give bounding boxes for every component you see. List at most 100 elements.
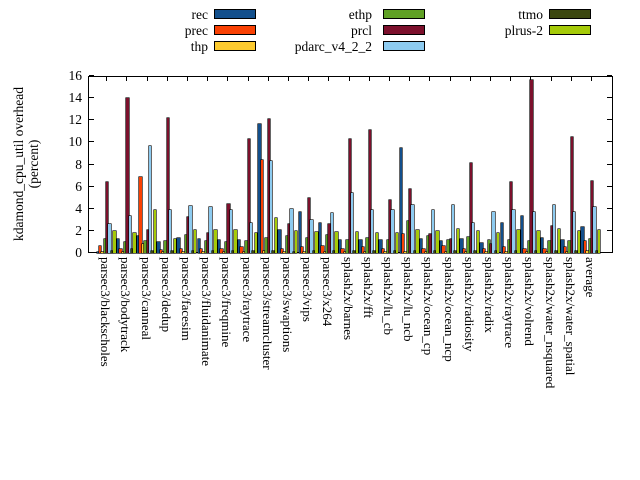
bar-pdarc_v4_2_2 (249, 223, 253, 253)
bar-pdarc_v4_2_2 (229, 210, 233, 253)
x-tick-label: parsec3/blackscholes (98, 257, 114, 367)
bar-prec (240, 247, 243, 253)
bar-rec (197, 239, 200, 253)
bar-thp (404, 252, 407, 253)
bar-pdarc_v4_2_2 (472, 223, 475, 253)
y-axis-tick (607, 185, 612, 187)
bar-ethp (325, 235, 329, 253)
x-axis-tick (530, 77, 532, 81)
legend-swatch-prec (214, 25, 256, 35)
bar-group-parsec3-vips (298, 76, 318, 253)
bar-plrus-2 (274, 218, 278, 253)
bar-prcl (287, 224, 291, 253)
bar-rec (439, 241, 443, 253)
bar-ethp (224, 242, 228, 253)
bar-rec (258, 124, 261, 253)
bar-group-splash2x-lu-cb (379, 76, 399, 253)
bar-ethp (487, 240, 490, 253)
bar-thp (161, 252, 165, 253)
bar-ttmo (535, 251, 538, 253)
bar-prec (361, 247, 364, 253)
bar-ttmo (272, 251, 275, 253)
legend-swatch-ttmo (549, 9, 591, 19)
legend-label: prcl (351, 23, 372, 38)
x-tick-label: average (582, 257, 598, 298)
bar-thp (303, 252, 306, 253)
y-axis-tick (89, 141, 94, 143)
bar-thp (363, 252, 367, 253)
y-axis-tick (89, 229, 94, 231)
bar-thp (485, 252, 488, 253)
bar-ttmo (575, 251, 578, 253)
bar-plrus-2 (557, 229, 561, 253)
bar-prcl (590, 181, 594, 253)
legend-swatch-plrus-2 (549, 25, 591, 35)
bar-pdarc_v4_2_2 (350, 193, 354, 253)
bar-prec (159, 250, 162, 253)
bar-ethp (406, 221, 410, 253)
bar-group-parsec3-dedup (157, 76, 177, 253)
bar-ethp (184, 235, 187, 253)
bar-ttmo (595, 251, 599, 253)
x-tick-label: parsec3/dedup (158, 257, 174, 333)
bar-thp (101, 252, 104, 253)
bar-thp (121, 252, 124, 253)
bar-ttmo (110, 251, 114, 253)
bar-prec (220, 249, 223, 253)
x-axis-tick (328, 77, 330, 81)
bar-ethp (447, 240, 450, 253)
x-axis-tick (348, 77, 350, 81)
bar-pdarc_v4_2_2 (573, 212, 576, 253)
x-tick-label: parsec3/raytrace (239, 257, 255, 343)
legend-label: thp (190, 39, 208, 54)
bar-plrus-2 (315, 232, 318, 253)
bar-thp (202, 252, 205, 253)
bar-prcl (106, 182, 109, 253)
bar-plrus-2 (537, 231, 540, 253)
bar-thp (283, 252, 286, 253)
bar-plrus-2 (335, 232, 338, 253)
bar-plrus-2 (194, 230, 197, 253)
bar-prec (139, 177, 142, 253)
y-axis-tick (607, 75, 612, 76)
bar-prec (583, 241, 587, 253)
x-axis-tick (166, 77, 168, 81)
x-axis-tick (510, 77, 512, 81)
bar-ethp (285, 236, 288, 253)
bar-prcl (267, 119, 271, 253)
bar-ethp (245, 241, 248, 253)
bar-pdarc_v4_2_2 (330, 213, 334, 253)
legend-label: ethp (348, 7, 372, 22)
bar-rec (96, 252, 99, 253)
bar-prcl (348, 139, 351, 253)
legend-swatch-ethp (383, 9, 425, 19)
x-axis-tick (287, 77, 289, 81)
bar-ttmo (191, 251, 195, 253)
bar-ttmo (393, 251, 397, 253)
x-tick-label: splash2x/raytrace (502, 257, 518, 348)
bar-ttmo (131, 249, 134, 253)
bar-ethp (507, 240, 511, 253)
bar-plrus-2 (113, 231, 116, 253)
bar-rec (460, 239, 463, 253)
x-tick-label: splash2x/fft (360, 257, 376, 319)
x-axis-tick (388, 77, 390, 81)
bar-rec (520, 216, 524, 253)
bar-thp (545, 252, 549, 253)
bar-prcl (186, 217, 190, 253)
bar-rec (177, 238, 180, 253)
bar-plrus-2 (234, 230, 237, 253)
bar-prec (442, 246, 445, 253)
bar-plrus-2 (375, 233, 379, 253)
bar-prec (502, 247, 506, 253)
y-axis-tick (89, 163, 94, 165)
x-tick-label: splash2x/radix (481, 257, 497, 333)
x-axis-tick (247, 77, 249, 81)
bar-ethp (305, 238, 309, 253)
bar-group-parsec3-x264 (318, 76, 338, 253)
bar-ttmo (292, 252, 296, 253)
bar-group-average (581, 76, 601, 253)
bar-prec (523, 249, 526, 253)
bar-thp (586, 251, 589, 253)
